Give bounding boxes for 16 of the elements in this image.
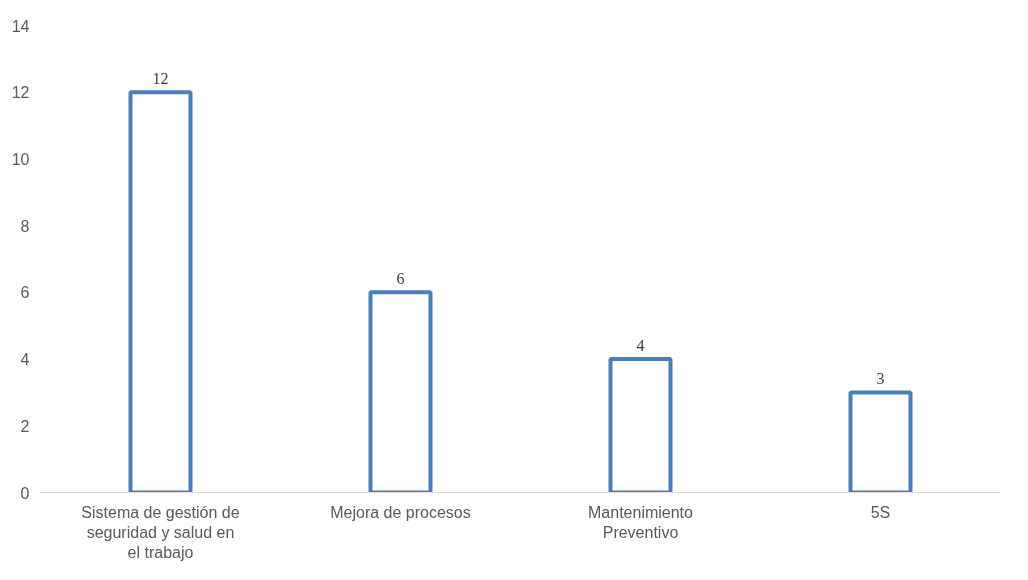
data-label: 3 (876, 370, 885, 388)
y-tick-label: 12 (11, 84, 30, 102)
y-tick-label: 2 (20, 417, 30, 435)
y-tick-label: 6 (20, 284, 30, 302)
y-tick-label: 14 (11, 17, 30, 35)
y-tick-label: 10 (11, 150, 30, 168)
data-label: 12 (152, 70, 169, 88)
y-tick-label: 8 (20, 217, 30, 235)
data-label: 6 (396, 270, 405, 288)
x-tick-label: Sistema de gestión de seguridad y salud en el trabajo (81, 503, 240, 562)
x-tick-label: 5S (870, 503, 891, 521)
y-tick-label: 0 (20, 484, 30, 502)
x-tick-label: Mantenimiento Preventivo (588, 503, 694, 541)
data-label: 4 (636, 337, 645, 355)
y-tick-label: 4 (20, 351, 30, 369)
x-tick-label: Mejora de procesos (330, 503, 471, 521)
